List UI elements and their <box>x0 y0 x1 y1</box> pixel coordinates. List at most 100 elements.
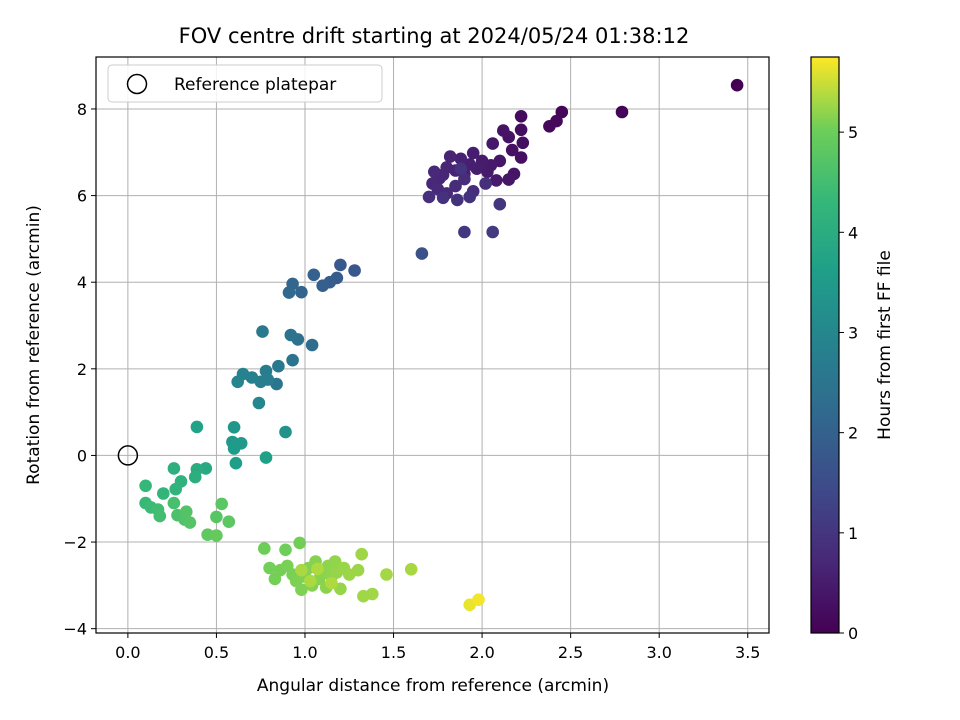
chart-title: FOV centre drift starting at 2024/05/24 … <box>179 24 690 48</box>
data-point <box>348 264 361 277</box>
data-point <box>167 462 181 475</box>
data-point <box>153 509 167 523</box>
data-point <box>454 162 468 175</box>
data-point <box>486 137 500 150</box>
data-point <box>286 353 299 367</box>
data-point <box>436 191 450 205</box>
data-point <box>415 247 429 260</box>
y-tick-label: 4 <box>77 273 87 292</box>
data-point <box>229 456 243 470</box>
data-point <box>210 510 223 524</box>
data-point <box>514 110 528 123</box>
colorbar-tick-label: 0 <box>848 624 858 643</box>
scatter-points <box>139 78 744 612</box>
data-point <box>256 325 269 338</box>
data-point <box>157 487 170 500</box>
data-point <box>311 562 324 576</box>
data-point <box>180 505 193 518</box>
data-point <box>190 420 204 434</box>
data-point <box>404 563 418 576</box>
data-point <box>451 193 464 207</box>
data-point <box>295 583 308 596</box>
data-point <box>443 150 457 163</box>
x-axis-ticks: 0.0 0.5 1.0 1.5 2.0 2.5 3.0 3.5 <box>115 633 760 662</box>
y-axis-ticks: −4 −2 0 2 4 6 8 <box>63 100 96 639</box>
y-tick-label: 8 <box>77 100 87 119</box>
data-point <box>516 136 530 150</box>
data-point <box>454 152 468 166</box>
data-point <box>615 105 629 119</box>
data-point <box>502 173 515 186</box>
reference-platepar-marker <box>117 445 139 466</box>
data-point <box>505 143 519 157</box>
x-tick-label: 1.0 <box>292 643 317 662</box>
data-point <box>380 568 393 581</box>
y-tick-label: 2 <box>77 360 87 379</box>
legend-reference-marker <box>126 73 148 95</box>
data-point <box>351 563 365 577</box>
data-point <box>481 165 494 179</box>
colorbar-ticks: 0 1 2 3 4 5 <box>839 123 858 643</box>
x-tick-label: 0.0 <box>115 643 140 662</box>
colorbar-tick-label: 4 <box>848 223 858 242</box>
legend-entry-reference: Reference platepar <box>174 75 336 95</box>
data-point <box>366 587 379 601</box>
colorbar-tick-label: 1 <box>848 524 858 543</box>
data-point <box>252 396 266 410</box>
x-tick-label: 2.5 <box>558 643 583 662</box>
data-point <box>305 338 319 352</box>
data-point <box>215 497 228 511</box>
data-point <box>210 529 223 542</box>
data-point <box>325 576 338 590</box>
x-tick-label: 1.5 <box>381 643 406 662</box>
data-point <box>259 451 273 464</box>
legend-box <box>107 64 383 103</box>
data-point <box>486 225 500 239</box>
data-point <box>188 470 202 484</box>
data-point <box>295 285 308 299</box>
plot-frame <box>95 56 770 634</box>
colorbar-tick-label: 5 <box>848 123 858 142</box>
data-point <box>497 124 510 137</box>
data-point <box>458 172 471 186</box>
data-point <box>284 328 298 342</box>
data-point <box>479 177 492 190</box>
x-tick-label: 3.5 <box>735 643 760 662</box>
data-point <box>514 123 528 137</box>
data-point <box>514 151 528 164</box>
x-tick-label: 0.5 <box>204 643 229 662</box>
y-tick-label: 6 <box>77 187 87 206</box>
data-point <box>449 179 462 193</box>
y-axis-label: Rotation from reference (arcmin) <box>24 205 44 485</box>
data-point <box>293 536 307 550</box>
y-tick-label: 0 <box>77 446 87 465</box>
data-point <box>295 563 308 577</box>
data-point <box>466 146 480 160</box>
data-point <box>555 105 569 119</box>
colorbar-tick-label: 3 <box>848 323 858 342</box>
data-point <box>167 496 181 510</box>
colorbar-tick-label: 2 <box>848 424 858 443</box>
data-point <box>472 593 485 606</box>
data-point <box>272 359 285 373</box>
data-point <box>227 421 241 434</box>
colorbar-label: Hours from first FF file <box>875 250 895 440</box>
data-point <box>316 279 330 293</box>
data-point <box>183 516 197 529</box>
data-point <box>222 515 236 528</box>
data-point <box>355 547 369 561</box>
colorbar-frame <box>810 56 840 634</box>
legend: Reference platepar <box>107 64 383 103</box>
reference-marker-group <box>117 445 139 466</box>
data-point <box>463 190 477 204</box>
data-point <box>279 543 292 557</box>
data-point <box>543 120 556 133</box>
data-point <box>169 482 182 496</box>
data-point <box>282 286 296 299</box>
data-point <box>307 268 321 282</box>
data-point <box>422 190 436 204</box>
data-point <box>428 165 441 179</box>
data-point <box>258 542 271 555</box>
x-tick-label: 3.0 <box>646 643 671 662</box>
